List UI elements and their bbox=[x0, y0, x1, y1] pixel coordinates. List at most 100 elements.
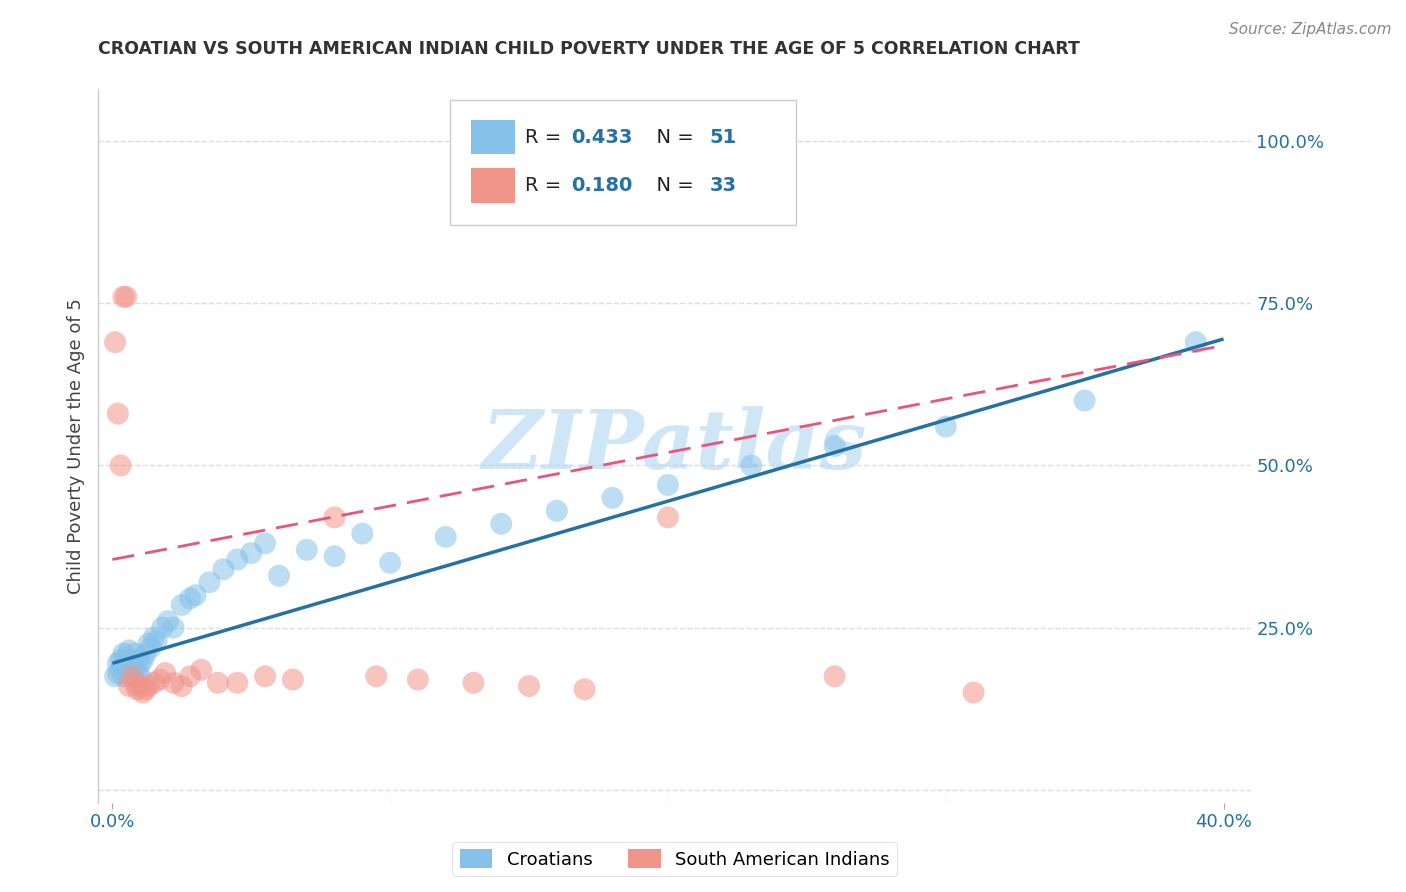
Point bbox=[112, 290, 135, 304]
Point bbox=[121, 653, 143, 667]
Point bbox=[162, 621, 184, 635]
Point bbox=[179, 669, 201, 683]
Text: 0.433: 0.433 bbox=[571, 128, 633, 146]
Point bbox=[323, 510, 346, 524]
Point bbox=[124, 663, 146, 677]
Point bbox=[179, 591, 201, 606]
Text: N =: N = bbox=[644, 176, 700, 195]
Point bbox=[121, 669, 143, 683]
Point bbox=[657, 478, 679, 492]
Point bbox=[107, 666, 129, 681]
Point bbox=[240, 546, 263, 560]
Point bbox=[110, 458, 132, 473]
Point bbox=[254, 536, 277, 550]
Point bbox=[132, 685, 155, 699]
Point bbox=[143, 675, 166, 690]
Point bbox=[824, 669, 846, 683]
Point bbox=[132, 653, 155, 667]
Point bbox=[110, 663, 132, 677]
Point bbox=[226, 675, 249, 690]
Point bbox=[517, 679, 540, 693]
Point bbox=[115, 649, 138, 664]
Point bbox=[1073, 393, 1095, 408]
Point bbox=[107, 407, 129, 421]
Point bbox=[602, 491, 624, 505]
Point bbox=[170, 598, 193, 612]
Point bbox=[104, 669, 127, 683]
Point bbox=[129, 679, 152, 693]
Point bbox=[112, 647, 135, 661]
Point bbox=[295, 542, 318, 557]
Text: Source: ZipAtlas.com: Source: ZipAtlas.com bbox=[1229, 22, 1392, 37]
Point bbox=[135, 647, 157, 661]
FancyBboxPatch shape bbox=[471, 120, 515, 154]
Point bbox=[127, 666, 149, 681]
Point bbox=[1184, 335, 1206, 350]
Point bbox=[378, 556, 401, 570]
Point bbox=[112, 669, 135, 683]
Point bbox=[118, 679, 141, 693]
Text: ZIPatlas: ZIPatlas bbox=[482, 406, 868, 486]
Point bbox=[115, 666, 138, 681]
Point bbox=[352, 526, 374, 541]
Point bbox=[143, 631, 166, 645]
Point bbox=[135, 682, 157, 697]
Point bbox=[226, 552, 249, 566]
Text: CROATIAN VS SOUTH AMERICAN INDIAN CHILD POVERTY UNDER THE AGE OF 5 CORRELATION C: CROATIAN VS SOUTH AMERICAN INDIAN CHILD … bbox=[98, 40, 1080, 58]
Point bbox=[138, 637, 160, 651]
Point bbox=[198, 575, 221, 590]
Text: 33: 33 bbox=[710, 176, 737, 195]
Text: R =: R = bbox=[524, 176, 568, 195]
Point bbox=[129, 657, 152, 671]
Point bbox=[115, 290, 138, 304]
Point bbox=[207, 675, 229, 690]
Point bbox=[118, 663, 141, 677]
Point bbox=[104, 335, 127, 350]
Point bbox=[281, 673, 304, 687]
Point bbox=[463, 675, 485, 690]
Point bbox=[212, 562, 235, 576]
Point bbox=[546, 504, 568, 518]
Point bbox=[150, 621, 173, 635]
Point bbox=[145, 633, 167, 648]
Point bbox=[267, 568, 290, 582]
Point bbox=[184, 588, 207, 602]
Point bbox=[574, 682, 596, 697]
Point bbox=[156, 614, 179, 628]
Legend: Croatians, South American Indians: Croatians, South American Indians bbox=[453, 842, 897, 876]
Point bbox=[434, 530, 457, 544]
Point bbox=[366, 669, 388, 683]
Point bbox=[141, 640, 163, 654]
Point bbox=[740, 458, 762, 473]
Point bbox=[121, 669, 143, 683]
Point bbox=[162, 675, 184, 690]
Point bbox=[110, 653, 132, 667]
Point bbox=[254, 669, 277, 683]
Text: 51: 51 bbox=[710, 128, 737, 146]
Point bbox=[118, 643, 141, 657]
Point bbox=[138, 679, 160, 693]
FancyBboxPatch shape bbox=[471, 169, 515, 202]
Y-axis label: Child Poverty Under the Age of 5: Child Poverty Under the Age of 5 bbox=[66, 298, 84, 594]
FancyBboxPatch shape bbox=[450, 100, 796, 225]
Point bbox=[491, 516, 513, 531]
Point bbox=[148, 673, 170, 687]
Point bbox=[124, 675, 146, 690]
Point bbox=[657, 510, 679, 524]
Point bbox=[190, 663, 212, 677]
Point bbox=[962, 685, 984, 699]
Text: R =: R = bbox=[524, 128, 568, 146]
Point bbox=[129, 669, 152, 683]
Point bbox=[824, 439, 846, 453]
Point bbox=[935, 419, 957, 434]
Point bbox=[170, 679, 193, 693]
Point bbox=[323, 549, 346, 564]
Text: N =: N = bbox=[644, 128, 700, 146]
Point bbox=[153, 666, 176, 681]
Text: 0.180: 0.180 bbox=[571, 176, 633, 195]
Point bbox=[107, 657, 129, 671]
Point bbox=[406, 673, 429, 687]
Point bbox=[124, 647, 146, 661]
Point bbox=[127, 653, 149, 667]
Point bbox=[127, 682, 149, 697]
